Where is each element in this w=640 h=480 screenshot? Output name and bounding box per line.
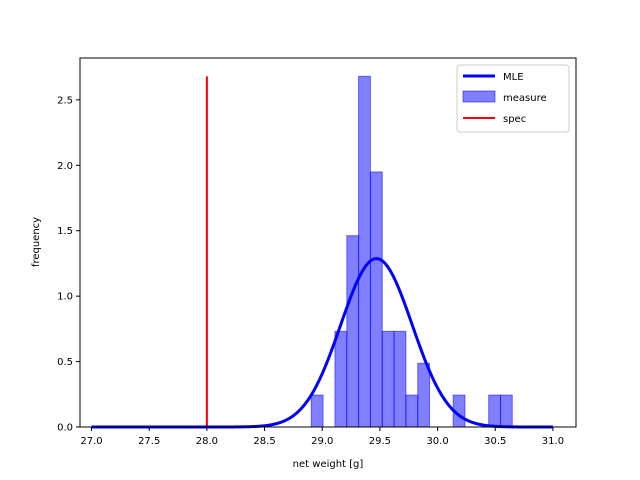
histogram-bar-0	[310, 394, 324, 428]
x-tick-label-3: 28.5	[253, 436, 275, 447]
legend-measure-swatch	[462, 90, 496, 103]
y-tick-label-2: 1.0	[57, 292, 73, 303]
x-tick-label-7: 30.5	[484, 436, 506, 447]
x-tick-label-0: 27.0	[80, 436, 102, 447]
plot-frame	[79, 57, 577, 428]
y-tick-label-3: 1.5	[57, 226, 73, 237]
histogram-bar-3	[358, 75, 371, 428]
legend-mle-label: MLE	[503, 72, 524, 83]
histogram-bar-10	[488, 394, 502, 428]
histogram-bar-5	[381, 330, 395, 428]
legend: MLE measure spec	[456, 64, 570, 133]
y-axis-label: frequency	[31, 217, 42, 267]
x-tick-label-8: 31.0	[542, 436, 564, 447]
legend-spec-label: spec	[503, 114, 526, 125]
histogram-bar-2	[346, 235, 360, 428]
x-axis-ticks: 27.0 27.5 28.0 28.5 29.0 29.5 30.0 30.5 31.0	[80, 427, 564, 447]
histogram-bar-6	[393, 330, 407, 428]
y-tick-label-5: 2.5	[57, 95, 73, 106]
x-tick-label-2: 28.0	[196, 436, 218, 447]
legend-measure-label: measure	[503, 93, 547, 104]
x-axis-label: net weight [g]	[293, 459, 364, 470]
histogram-bar-11	[499, 394, 513, 428]
x-tick-label-1: 27.5	[138, 436, 160, 447]
x-tick-label-5: 29.5	[369, 436, 391, 447]
histogram-bar-7	[405, 394, 419, 428]
y-tick-label-0: 0.0	[57, 423, 73, 434]
histogram-bar-8	[417, 362, 431, 428]
histogram-bar-4	[369, 171, 383, 428]
x-tick-label-6: 30.0	[426, 436, 448, 447]
y-tick-label-4: 2.0	[57, 161, 73, 172]
histogram-bar-1	[334, 330, 348, 428]
x-tick-label-4: 29.0	[311, 436, 333, 447]
y-axis-ticks: 0.0 0.5 1.0 1.5 2.0 2.5	[57, 95, 80, 434]
legend-box	[456, 64, 570, 133]
y-tick-label-1: 0.5	[57, 357, 73, 368]
histogram-bars	[310, 75, 513, 428]
